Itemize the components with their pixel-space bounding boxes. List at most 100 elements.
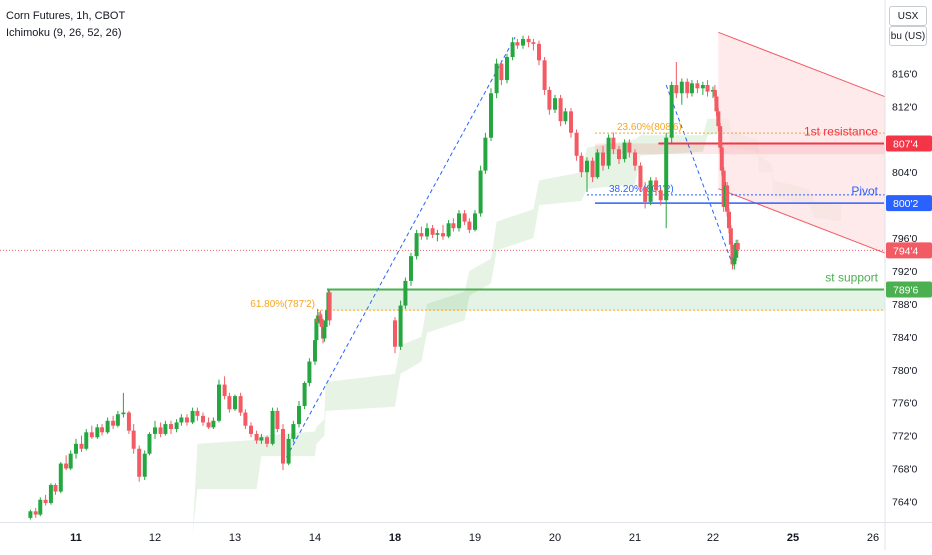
candle[interactable] <box>430 228 435 235</box>
candle[interactable] <box>53 484 58 492</box>
candle[interactable] <box>84 432 89 449</box>
candle[interactable] <box>68 453 73 469</box>
candle[interactable] <box>323 320 328 327</box>
candle[interactable] <box>695 83 700 89</box>
candle[interactable] <box>28 511 33 518</box>
candle[interactable] <box>185 417 189 423</box>
candle[interactable] <box>734 243 739 258</box>
candle[interactable] <box>318 315 323 319</box>
candle[interactable] <box>142 453 147 477</box>
candle[interactable] <box>611 137 616 150</box>
candle[interactable] <box>58 463 63 492</box>
candle[interactable] <box>319 318 324 327</box>
candle[interactable] <box>563 111 568 122</box>
candle[interactable] <box>238 396 243 413</box>
candle[interactable] <box>291 424 296 439</box>
candle[interactable] <box>712 89 717 97</box>
candle[interactable] <box>679 81 684 94</box>
candle[interactable] <box>174 422 179 430</box>
candle[interactable] <box>669 85 674 138</box>
candle[interactable] <box>685 81 690 94</box>
candle[interactable] <box>606 137 611 166</box>
candle[interactable] <box>297 405 301 425</box>
candle[interactable] <box>48 484 53 504</box>
candle[interactable] <box>705 85 710 92</box>
candle[interactable] <box>735 243 740 250</box>
candle[interactable] <box>222 384 227 397</box>
candle[interactable] <box>201 415 205 423</box>
channel-lower-line[interactable] <box>718 188 932 296</box>
candle[interactable] <box>325 310 329 321</box>
resistance-badge[interactable] <box>886 135 932 152</box>
candle[interactable] <box>43 499 48 504</box>
candle[interactable] <box>700 85 705 89</box>
candle[interactable] <box>553 98 557 110</box>
candle[interactable] <box>409 256 413 281</box>
candle[interactable] <box>314 318 319 341</box>
candle[interactable] <box>211 420 216 428</box>
unit-button[interactable]: bu (US) <box>889 26 927 46</box>
candle[interactable] <box>689 83 694 94</box>
price-axis[interactable] <box>885 0 932 550</box>
candle[interactable] <box>732 257 737 265</box>
candle[interactable] <box>579 155 584 173</box>
candle[interactable] <box>322 326 327 339</box>
candle[interactable] <box>483 137 488 171</box>
candle[interactable] <box>716 111 721 127</box>
candle[interactable] <box>64 463 69 469</box>
candle[interactable] <box>393 320 397 347</box>
candle[interactable] <box>38 499 43 515</box>
candle[interactable] <box>601 152 605 166</box>
candle[interactable] <box>163 424 168 434</box>
candle[interactable] <box>179 417 184 423</box>
candle[interactable] <box>654 180 659 191</box>
candle[interactable] <box>648 180 653 202</box>
candle[interactable] <box>243 412 248 426</box>
candle[interactable] <box>585 160 589 173</box>
candle[interactable] <box>462 213 467 222</box>
candle[interactable] <box>313 340 317 362</box>
pivot-badge[interactable] <box>886 195 932 212</box>
candle[interactable] <box>664 137 669 201</box>
candle[interactable] <box>435 233 440 235</box>
candle[interactable] <box>95 427 100 438</box>
candle[interactable] <box>275 410 280 430</box>
candle[interactable] <box>730 244 735 265</box>
candle[interactable] <box>217 384 221 421</box>
last-price-badge[interactable] <box>886 242 932 259</box>
candle[interactable] <box>451 223 456 229</box>
candle[interactable] <box>403 280 408 306</box>
candle[interactable] <box>674 85 679 94</box>
candle[interactable] <box>643 187 648 202</box>
candle[interactable] <box>233 396 237 410</box>
candle[interactable] <box>473 213 477 230</box>
candle[interactable] <box>265 437 269 444</box>
candle[interactable] <box>137 448 142 477</box>
candle[interactable] <box>547 89 552 110</box>
candle[interactable] <box>510 42 515 58</box>
candle[interactable] <box>169 424 173 430</box>
candle[interactable] <box>414 233 419 257</box>
candle[interactable] <box>595 152 600 178</box>
candle[interactable] <box>727 211 731 229</box>
candle[interactable] <box>622 142 627 160</box>
candle[interactable] <box>126 412 131 431</box>
candle[interactable] <box>115 414 120 426</box>
candle[interactable] <box>441 233 445 237</box>
candle[interactable] <box>419 233 424 237</box>
candle[interactable] <box>105 420 110 433</box>
fib-trend-line-down[interactable] <box>665 84 735 270</box>
candle[interactable] <box>627 142 632 153</box>
candle[interactable] <box>574 132 579 156</box>
fib-trend-line-up[interactable] <box>282 37 516 464</box>
candle[interactable] <box>100 427 105 433</box>
candle[interactable] <box>521 38 525 46</box>
candle[interactable] <box>286 438 291 464</box>
candle[interactable] <box>281 429 285 464</box>
candle[interactable] <box>227 396 232 410</box>
candle[interactable] <box>531 42 536 44</box>
candle[interactable] <box>494 63 499 94</box>
candle[interactable] <box>537 43 541 61</box>
